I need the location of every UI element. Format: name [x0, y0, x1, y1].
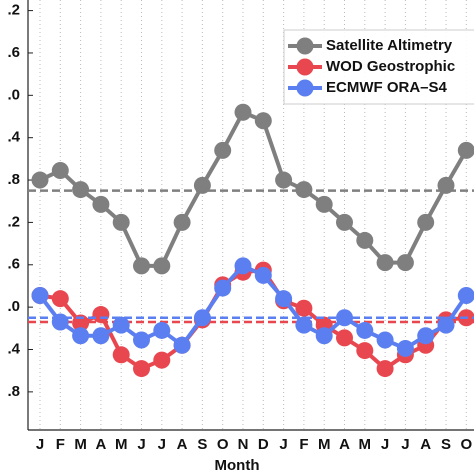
marker	[112, 316, 130, 334]
x-tick-label: O	[217, 436, 229, 453]
x-tick-label: S	[197, 436, 207, 453]
marker	[376, 254, 394, 272]
marker	[376, 331, 394, 349]
marker	[295, 181, 313, 199]
x-tick-label: A	[95, 436, 106, 453]
marker	[133, 257, 150, 275]
marker	[457, 141, 474, 159]
x-tick-label: M	[74, 436, 87, 453]
marker	[396, 339, 414, 357]
x-tick-label: A	[420, 436, 431, 453]
x-tick-label: O	[460, 436, 472, 453]
series-line	[38, 263, 468, 351]
marker	[193, 176, 211, 194]
marker	[356, 342, 374, 360]
y-tick-label: .0	[7, 298, 20, 315]
y-tick-label: .8	[7, 383, 20, 400]
y-tick-label: .8	[7, 171, 20, 188]
marker	[214, 279, 232, 297]
marker	[153, 257, 171, 275]
marker	[153, 321, 171, 339]
marker	[275, 171, 293, 189]
marker	[254, 112, 272, 130]
marker	[51, 162, 69, 180]
marker	[51, 290, 69, 308]
x-tick-label: F	[299, 436, 308, 453]
y-tick-label: .4	[7, 340, 20, 357]
x-tick-label: F	[56, 436, 65, 453]
marker	[336, 213, 353, 231]
marker	[437, 316, 455, 334]
marker	[234, 257, 252, 275]
legend-marker	[296, 58, 314, 76]
marker	[356, 231, 374, 249]
marker	[356, 321, 374, 339]
x-tick-label: J	[137, 436, 145, 453]
x-tick-label: M	[359, 436, 372, 453]
marker	[295, 299, 313, 317]
y-tick-label: .2	[7, 213, 20, 230]
marker	[315, 195, 333, 213]
y-tick-label: .4	[7, 129, 20, 146]
marker	[173, 336, 191, 354]
x-tick-label: N	[238, 436, 249, 453]
marker	[31, 286, 49, 304]
marker	[153, 351, 171, 369]
marker	[457, 286, 474, 304]
marker	[417, 327, 435, 345]
marker	[437, 176, 455, 194]
marker	[214, 141, 232, 159]
x-tick-label: M	[115, 436, 128, 453]
x-tick-label: J	[381, 436, 389, 453]
x-tick-label: J	[36, 436, 44, 453]
legend-label: WOD Geostrophic	[326, 58, 455, 75]
marker	[396, 254, 414, 272]
marker	[92, 327, 110, 345]
series-line	[39, 109, 469, 268]
marker	[376, 360, 394, 378]
marker	[31, 171, 49, 189]
legend-label: Satellite Altimetry	[326, 37, 453, 54]
marker	[92, 195, 110, 213]
x-tick-label: J	[401, 436, 409, 453]
marker	[234, 103, 252, 121]
marker	[193, 309, 211, 327]
marker	[254, 266, 272, 284]
x-tick-label: J	[279, 436, 287, 453]
x-tick-label: M	[318, 436, 331, 453]
x-tick-label: S	[441, 436, 451, 453]
marker	[72, 327, 90, 345]
marker	[51, 313, 69, 331]
marker	[112, 213, 130, 231]
marker	[275, 290, 293, 308]
marker	[173, 213, 191, 231]
x-tick-label: A	[177, 436, 188, 453]
x-axis-label: Month	[215, 457, 260, 474]
legend-label: ECMWF ORA–S4	[326, 79, 448, 96]
x-tick-label: A	[339, 436, 350, 453]
x-tick-label: J	[158, 436, 166, 453]
marker	[417, 213, 435, 231]
legend-marker	[296, 79, 314, 97]
marker	[133, 360, 150, 378]
marker	[336, 309, 353, 327]
x-tick-label: D	[258, 436, 269, 453]
y-tick-label: .6	[7, 256, 20, 273]
marker	[92, 306, 110, 324]
legend-marker	[296, 37, 314, 55]
marker	[336, 329, 353, 347]
marker	[112, 346, 130, 364]
marker	[295, 316, 313, 334]
marker	[315, 327, 333, 345]
marker	[133, 331, 150, 349]
y-tick-label: .6	[7, 44, 20, 61]
y-tick-label: .2	[7, 2, 20, 19]
y-tick-label: .0	[7, 86, 20, 103]
marker	[72, 181, 90, 199]
